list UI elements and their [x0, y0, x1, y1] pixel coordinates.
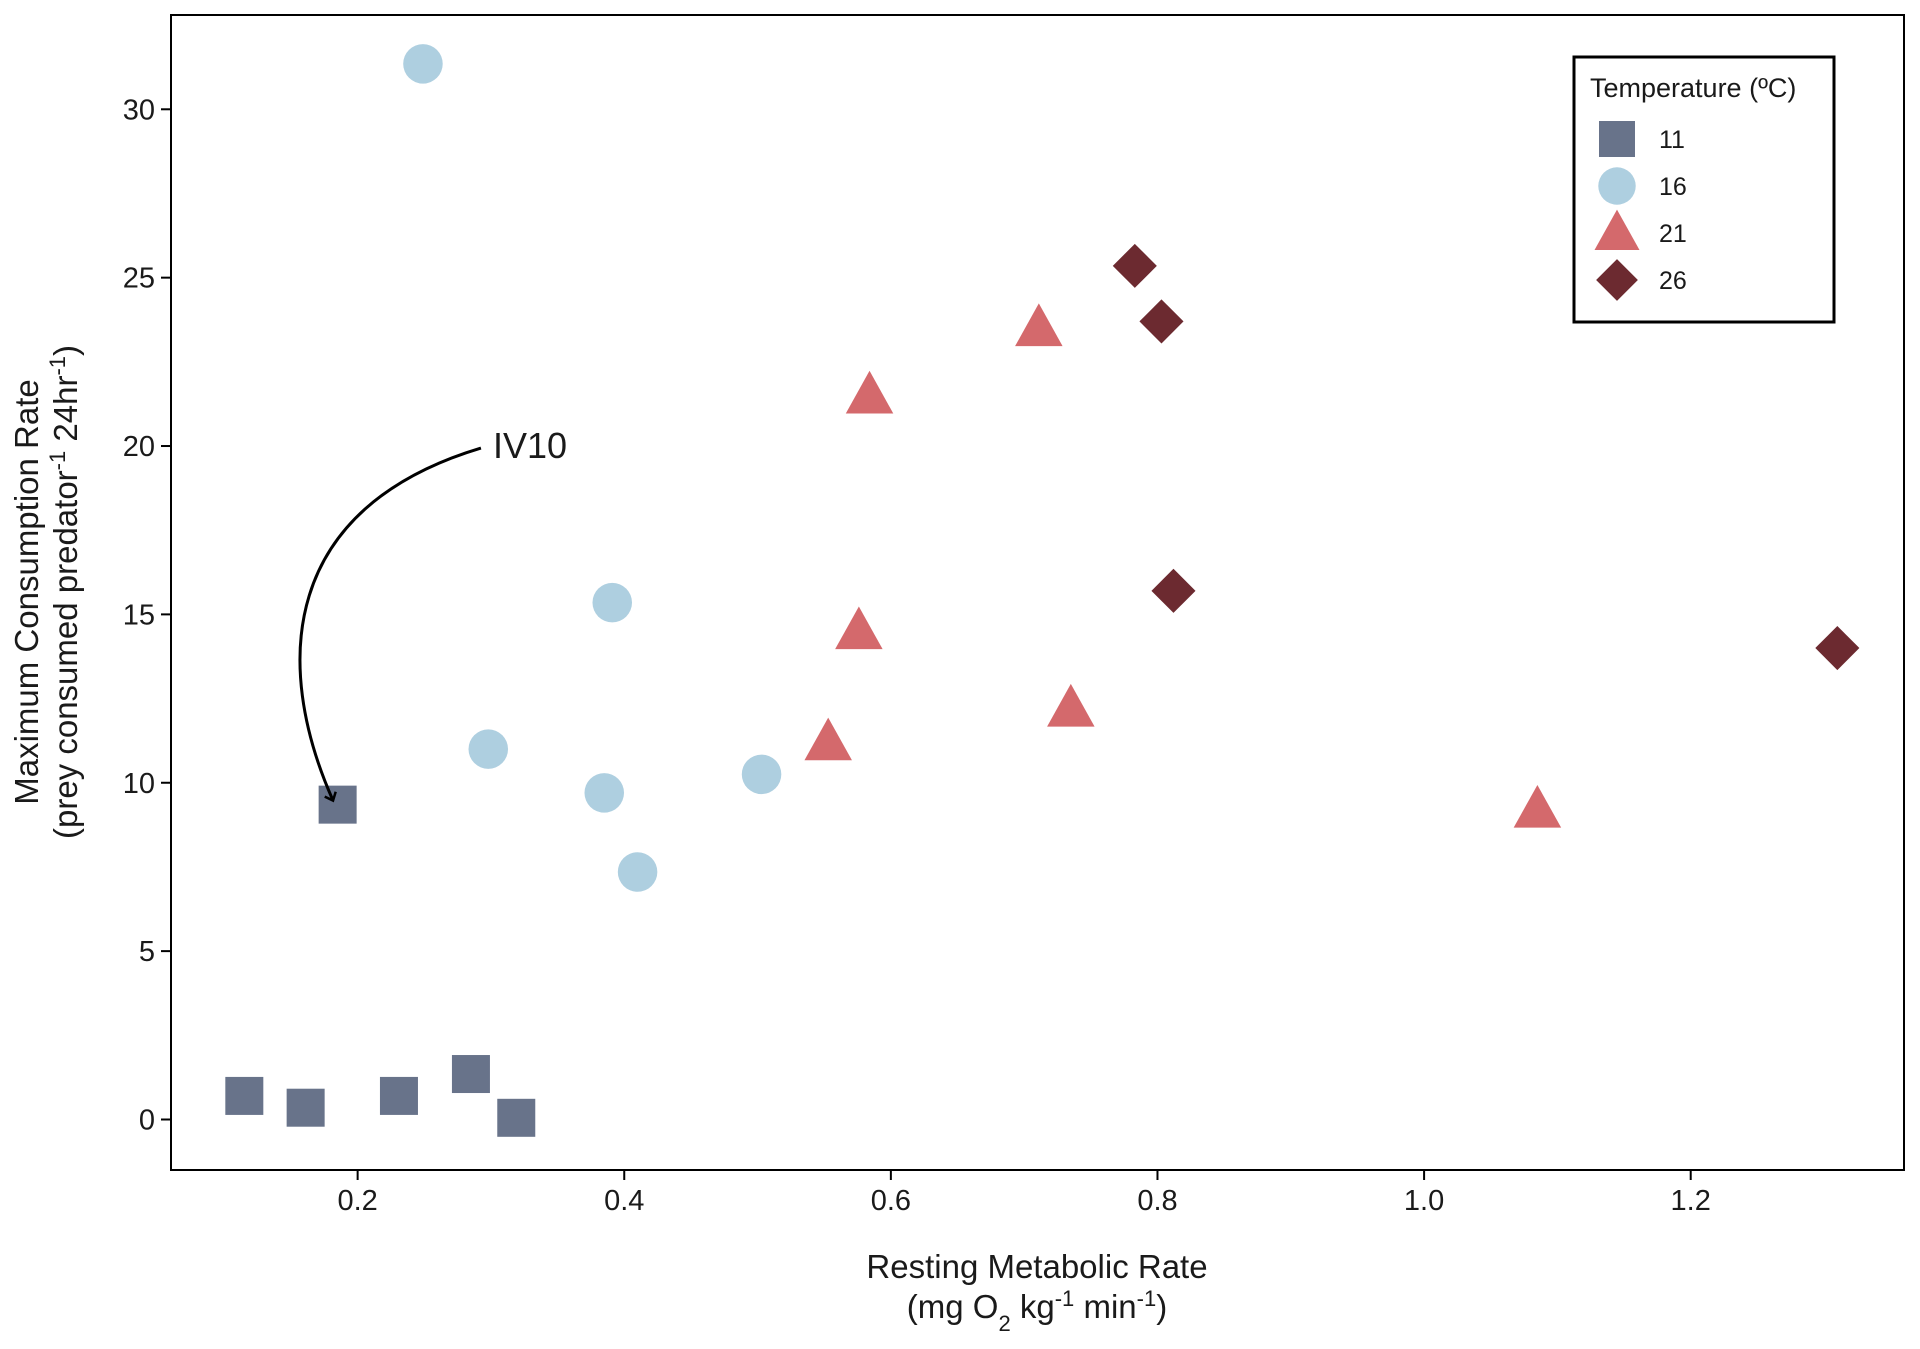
data-point-square: [379, 1076, 418, 1115]
data-point-diamond: [1112, 243, 1157, 288]
annotation-arrow: [298, 446, 482, 803]
y-tick-label: 25: [123, 263, 155, 295]
legend-label: 21: [1659, 220, 1687, 248]
x-tick-label: 0.4: [604, 1185, 644, 1217]
y-tick-label: 0: [139, 1104, 155, 1136]
legend-key-triangle: [1594, 209, 1640, 251]
legend-key-circle: [1598, 167, 1636, 205]
annotation-label: IV10: [493, 425, 567, 466]
data-point-square: [451, 1055, 490, 1094]
x-axis: 0.2 0.4 0.6 0.8 1.0 1.2: [337, 1170, 1711, 1217]
x-axis-title-line1: Resting Metabolic Rate: [866, 1248, 1207, 1285]
x-tick-label: 1.2: [1671, 1185, 1711, 1217]
legend-label: 26: [1659, 267, 1687, 295]
data-point-triangle: [1047, 683, 1095, 727]
annotation-layer: IV10: [298, 425, 567, 803]
data-point-circle: [741, 754, 782, 795]
y-axis: 0 5 10 15 20 25 30: [123, 94, 171, 1136]
data-point-triangle: [1015, 303, 1063, 347]
x-axis-title-line2: (mg O2 kg-1 min-1): [907, 1286, 1167, 1336]
legend-title: Temperature (ºC): [1590, 73, 1796, 103]
data-point-diamond: [1139, 299, 1184, 344]
y-tick-label: 10: [123, 768, 155, 800]
x-tick-label: 0.8: [1137, 1185, 1177, 1217]
data-point-circle: [592, 582, 633, 623]
data-point-triangle: [1513, 784, 1562, 828]
data-point-square: [497, 1098, 536, 1137]
data-point-triangle: [804, 717, 852, 761]
data-point-diamond: [1815, 626, 1860, 671]
data-point-diamond: [1151, 568, 1196, 613]
legend-label: 11: [1659, 126, 1685, 154]
x-tick-label: 1.0: [1404, 1185, 1444, 1217]
legend: Temperature (ºC) 11 16 21 26: [1572, 55, 1836, 324]
data-point-circle: [584, 773, 625, 813]
data-points: [225, 44, 1860, 1137]
data-point-square: [286, 1088, 325, 1127]
data-point-square: [225, 1076, 264, 1115]
y-tick-label: 20: [123, 431, 155, 463]
x-tick-label: 0.2: [337, 1185, 377, 1217]
data-point-triangle: [845, 370, 894, 414]
data-point-square: [318, 785, 357, 824]
data-point-circle: [468, 729, 509, 769]
data-point-circle: [617, 852, 658, 892]
data-point-circle: [403, 44, 443, 84]
y-axis-title-line1: Maximum Consumption Rate: [8, 379, 45, 805]
legend-items: 11 16 21 26: [1594, 121, 1687, 301]
x-tick-label: 0.6: [871, 1185, 911, 1217]
y-tick-label: 30: [123, 94, 155, 126]
y-axis-title-line2: (prey consumed predator-1 24hr-1): [45, 345, 85, 839]
legend-key-diamond: [1596, 259, 1638, 301]
data-point-triangle: [835, 606, 883, 650]
y-tick-label: 5: [139, 936, 155, 968]
legend-label: 16: [1659, 173, 1687, 201]
legend-key-square: [1599, 121, 1635, 157]
y-tick-label: 15: [123, 599, 155, 631]
